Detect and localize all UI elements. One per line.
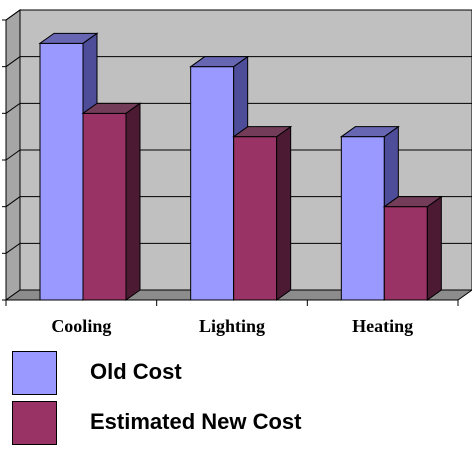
legend-swatch-old-cost [12, 351, 57, 395]
x-tick-label-heating: Heating [352, 316, 413, 336]
bar-side [125, 102, 141, 301]
bar-top [189, 56, 250, 68]
gridline [5, 9, 472, 21]
gridline [5, 242, 472, 254]
bar-old-cost-lighting [190, 66, 235, 301]
bar-side [426, 195, 442, 301]
bar-estimated-new-cost-heating [383, 206, 428, 301]
bar-side [276, 125, 292, 301]
bar-top [382, 196, 443, 208]
gridline [5, 149, 472, 161]
bar-chart: Cooling Lighting Heating [2, 9, 472, 336]
bar-old-cost-heating [340, 136, 385, 301]
bar-estimated-new-cost-cooling [82, 112, 127, 301]
gridline [5, 56, 472, 68]
x-tick-label-lighting: Lighting [199, 316, 265, 336]
bar-estimated-new-cost-lighting [233, 136, 278, 301]
bar-top [232, 126, 293, 138]
bar-top [38, 32, 99, 44]
x-tick-label-cooling: Cooling [51, 316, 111, 336]
gridline [5, 102, 472, 114]
gridline [5, 196, 472, 208]
legend-swatch-new-cost [12, 401, 57, 445]
legend-item-old-cost: Old Cost [0, 345, 472, 405]
bar-old-cost-cooling [39, 42, 84, 301]
legend-label-old-cost: Old Cost [90, 359, 182, 384]
bar-top [339, 126, 400, 138]
bar-top [81, 102, 142, 114]
legend-item-new-cost: Estimated New Cost [0, 395, 472, 455]
legend-label-new-cost: Estimated New Cost [90, 409, 302, 434]
